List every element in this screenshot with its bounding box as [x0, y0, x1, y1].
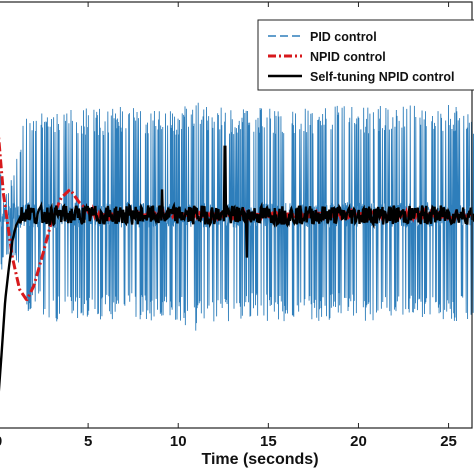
- x-tick-label: 15: [260, 433, 277, 450]
- x-tick-label: 20: [350, 433, 367, 450]
- x-tick-label: 25: [440, 433, 457, 450]
- legend-box: [257, 19, 474, 91]
- legend-entry-pid: PID control: [310, 30, 377, 44]
- plot-frame: [0, 1, 473, 429]
- x-tick-label: 10: [170, 433, 187, 450]
- legend-entry-npid: NPID control: [310, 50, 386, 64]
- x-tick-label: 5: [84, 433, 92, 450]
- x-axis-label: Time (seconds): [201, 451, 318, 468]
- legend-entry-selftuning: Self-tuning NPID control: [310, 70, 454, 84]
- legend: PID control NPID control Self-tuning NPI…: [257, 19, 474, 91]
- series-self-tuning-npid-control: [0, 145, 474, 392]
- series-layer: [0, 102, 474, 392]
- tick-layer: 0 5 10 15 20 25: [0, 2, 457, 450]
- series-npid-control: [0, 135, 474, 302]
- x-tick-label: 0: [0, 433, 2, 450]
- series-pid-control: [0, 102, 474, 331]
